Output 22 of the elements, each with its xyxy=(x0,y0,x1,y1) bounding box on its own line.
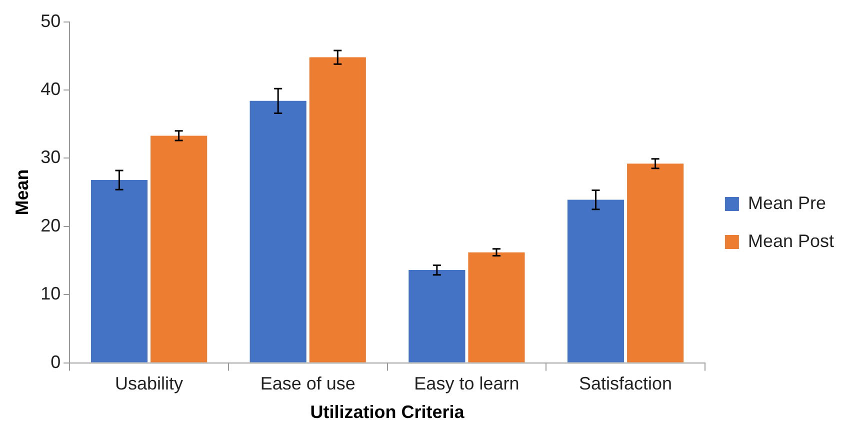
y-tick-label: 20 xyxy=(40,215,61,236)
bar xyxy=(250,100,306,362)
bar xyxy=(567,200,624,362)
x-axis-title: Utilization Criteria xyxy=(310,402,466,422)
legend-label: Mean Pre xyxy=(748,192,826,213)
bar xyxy=(408,270,466,362)
bar xyxy=(150,136,208,362)
y-tick-label: 40 xyxy=(40,78,61,99)
x-tick-label: Usability xyxy=(115,374,184,394)
x-tick-label: Ease of use xyxy=(260,374,356,394)
bar xyxy=(468,252,525,362)
x-tick-label: Satisfaction xyxy=(579,374,672,394)
y-tick-label: 0 xyxy=(50,352,61,372)
x-tick-label: Easy to learn xyxy=(414,374,520,394)
y-tick-label: 30 xyxy=(40,147,61,168)
y-axis-title: Mean xyxy=(12,169,32,216)
bar xyxy=(627,164,684,362)
y-tick-label: 10 xyxy=(40,284,61,304)
legend-label: Mean Post xyxy=(748,230,834,251)
bar xyxy=(90,180,148,362)
y-tick-label: 50 xyxy=(40,10,61,31)
bar xyxy=(309,57,366,362)
